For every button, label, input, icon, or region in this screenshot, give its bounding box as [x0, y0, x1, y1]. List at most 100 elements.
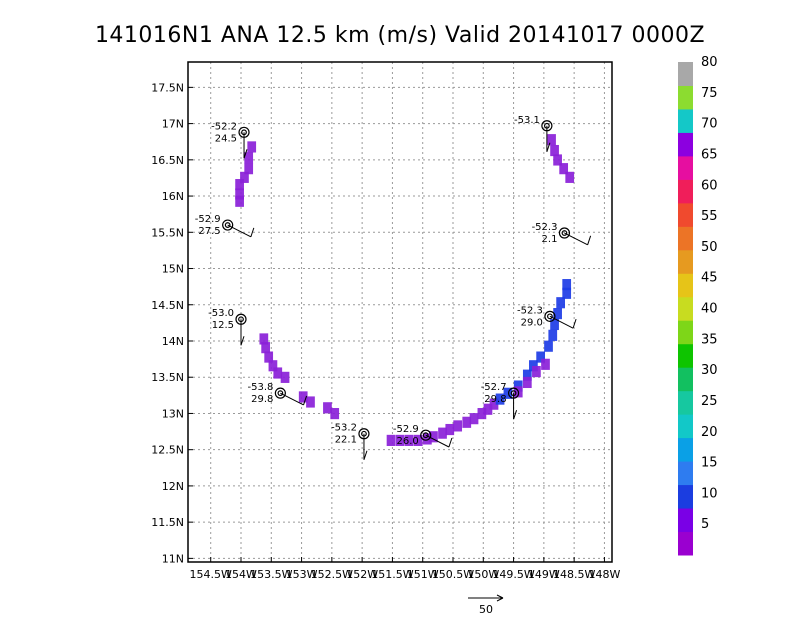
wind-cell — [280, 371, 290, 383]
wind-cell — [553, 308, 562, 320]
colorbar-label: 70 — [701, 117, 718, 132]
wind-cell — [477, 408, 487, 420]
colorbar-segment — [678, 367, 693, 392]
wind-cell — [413, 434, 423, 446]
wind-barb-flag — [572, 318, 577, 329]
colorbar-segment — [678, 296, 693, 321]
colorbar-segment — [678, 108, 693, 133]
station-ring — [420, 429, 432, 441]
wind-cell — [235, 179, 244, 191]
station-dot — [561, 230, 568, 236]
wind-barb-flag — [546, 142, 551, 152]
station-ring — [274, 387, 286, 399]
y-tick-label: 17N — [162, 118, 184, 131]
wind-barb-flag — [363, 450, 368, 460]
colorbar-segment — [678, 273, 693, 298]
wind-cell — [529, 360, 538, 372]
observation-markers: -52.224.5-52.927.5-53.012.5-53.829.8-53.… — [195, 115, 592, 460]
colorbar-label: 35 — [701, 332, 718, 347]
station-wind-label: 22.1 — [335, 435, 357, 446]
wind-barb — [564, 232, 588, 246]
colorbar-segment — [678, 508, 693, 533]
wind-cell — [323, 402, 332, 414]
colorbar-label: 30 — [701, 363, 718, 378]
station-wind-label: 26.0 — [396, 436, 418, 447]
wind-cell — [556, 297, 565, 309]
colorbar-label: 80 — [701, 55, 718, 70]
x-tick-label: 153.5W — [250, 568, 292, 581]
wind-cell — [483, 403, 493, 415]
station-temp-label: -52.7 — [481, 382, 507, 393]
wind-barb — [549, 315, 574, 329]
y-tick-label: 12.5N — [151, 444, 184, 457]
colorbar-label: 75 — [701, 86, 718, 101]
wind-cell — [247, 141, 257, 153]
station-wind-label: 24.5 — [215, 133, 237, 144]
x-tick-label: 148W — [588, 568, 620, 581]
wind-cell — [261, 342, 271, 354]
station-dot — [224, 222, 231, 228]
colorbar-label: 10 — [701, 486, 718, 501]
colorbar-label: 60 — [701, 178, 718, 193]
station-wind-label: 29.8 — [251, 394, 273, 405]
wind-cell — [541, 358, 550, 370]
wind-cell — [469, 413, 479, 425]
colorbar-segment — [678, 390, 693, 415]
station-wind-label: 29.8 — [484, 394, 506, 405]
colorbar-segment — [678, 461, 693, 486]
station-temp-label: -52.3 — [532, 222, 558, 233]
wind-cell — [438, 427, 447, 439]
wind-cell — [268, 360, 278, 372]
wind-cell — [404, 434, 414, 446]
x-axis-ticks: 154.5W154W153.5W153W152.5W152W151.5W151W… — [190, 557, 620, 581]
reference-vector: 50 — [468, 594, 504, 616]
colorbar-label: 45 — [701, 271, 718, 286]
wind-barb-flag — [243, 149, 248, 159]
colorbar-segment — [678, 132, 693, 157]
y-tick-label: 14.5N — [151, 299, 184, 312]
wind-cell — [562, 287, 572, 299]
station-temp-label: -52.9 — [195, 214, 221, 225]
wind-cell — [503, 387, 513, 399]
station-temp-label: -52.2 — [211, 121, 237, 132]
colorbar-label: 20 — [701, 425, 718, 440]
x-tick-label: 153W — [286, 568, 318, 581]
x-tick-label: 152.5W — [311, 568, 353, 581]
wind-cell — [495, 393, 505, 405]
wind-cell — [235, 188, 244, 200]
plot-grid — [188, 62, 612, 562]
wind-cell — [395, 434, 405, 446]
wind-cell — [429, 431, 438, 443]
y-tick-label: 15.5N — [151, 226, 184, 239]
x-tick-label: 150W — [467, 568, 499, 581]
station-ring — [544, 310, 556, 322]
y-tick-label: 17.5N — [151, 81, 184, 94]
wind-barb-flag — [587, 235, 592, 245]
wind-barb-flag — [448, 437, 453, 448]
y-tick-label: 13N — [162, 407, 184, 420]
chart-title: 141016N1 ANA 12.5 km (m/s) Valid 2014101… — [95, 23, 705, 48]
wind-cell — [553, 154, 562, 166]
wind-cell — [550, 144, 559, 157]
colorbar-segment — [678, 179, 693, 204]
colorbar-segment — [678, 343, 693, 368]
station-temp-label: -52.3 — [517, 305, 543, 316]
wind-cell — [453, 420, 463, 432]
y-axis-ticks: 11N 11.5N 12N 12.5N 13N 13.5N 14N 14.5N 15N 15.5N… — [151, 81, 193, 565]
wind-cell — [522, 369, 532, 381]
colorbar-segment — [678, 85, 693, 110]
wind-cell — [240, 171, 249, 183]
wind-barb — [425, 434, 450, 448]
wind-cell — [298, 391, 308, 403]
wind-cell — [522, 376, 532, 389]
station-temp-label: -53.8 — [247, 382, 273, 393]
x-tick-label: 152W — [346, 568, 378, 581]
wind-cell — [273, 367, 283, 379]
colorbar-segment — [678, 62, 693, 86]
wind-barb-flag — [250, 227, 255, 238]
colorbar-segment — [678, 202, 693, 227]
reference-vector-head — [496, 594, 504, 602]
wind-barb-flag — [240, 336, 245, 346]
wind-cell — [536, 351, 546, 363]
wind-swaths — [235, 134, 575, 446]
